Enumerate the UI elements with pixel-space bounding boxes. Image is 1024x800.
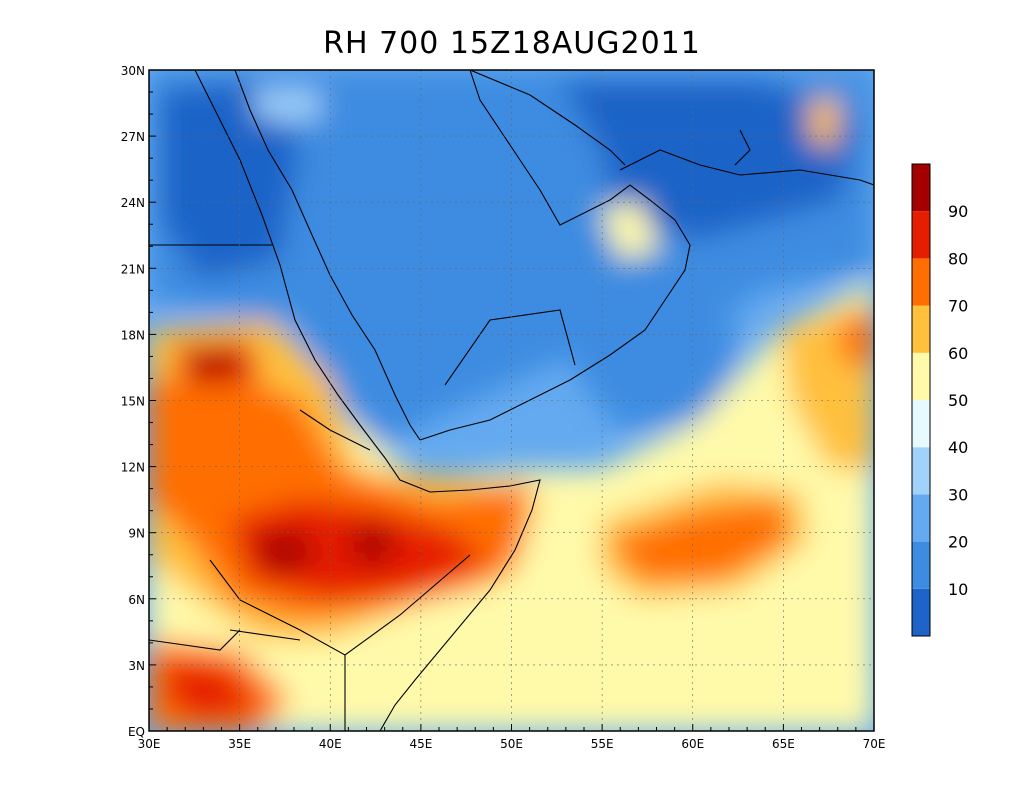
x-tick-label: 60E — [681, 737, 704, 751]
colorbar-segment — [912, 588, 930, 636]
colorbar-label: 80 — [948, 249, 968, 268]
colorbar-segment — [912, 258, 930, 306]
colorbar-label: 40 — [948, 438, 968, 457]
colorbar-segment — [912, 164, 930, 212]
colorbar-label: 50 — [948, 391, 968, 410]
colorbar-label: 20 — [948, 533, 968, 552]
grid-lines — [149, 70, 874, 731]
y-tick-label: 9N — [128, 527, 145, 541]
x-tick-label: 30E — [138, 737, 161, 751]
colorbar-frame — [911, 163, 931, 637]
y-tick-label: 6N — [128, 593, 145, 607]
colorbar-label: 60 — [948, 344, 968, 363]
x-tick-label: 50E — [500, 737, 523, 751]
x-axis: 30E 35E 40E 45E 50E 55E 60E 65E 70E — [138, 724, 886, 751]
y-tick-label: 27N — [121, 130, 145, 144]
plot-title: RH 700 15Z18AUG2011 — [323, 26, 701, 61]
y-tick-label: EQ — [128, 725, 145, 739]
colorbar-segment — [912, 211, 930, 259]
y-axis: EQ 3N 6N 9N 12N 15N 18N 21N 24N 27N 30N — [121, 64, 156, 739]
x-tick-label: 45E — [409, 737, 432, 751]
colorbar-segment — [912, 305, 930, 353]
colorbar-label: 90 — [948, 202, 968, 221]
y-tick-label: 15N — [121, 395, 145, 409]
colorbar-segment — [912, 400, 930, 448]
colorbar: 10 20 30 40 50 60 70 80 90 — [911, 163, 968, 637]
y-tick-label: 18N — [121, 328, 145, 342]
colorbar-segment — [912, 447, 930, 495]
x-tick-label: 55E — [591, 737, 614, 751]
y-tick-label: 24N — [121, 196, 145, 210]
y-tick-label: 3N — [128, 659, 145, 673]
colorbar-label: 10 — [948, 580, 968, 599]
colorbar-segment — [912, 494, 930, 542]
y-tick-label: 21N — [121, 262, 145, 276]
x-tick-label: 70E — [863, 737, 886, 751]
colorbar-segment — [912, 352, 930, 400]
x-tick-label: 35E — [228, 737, 251, 751]
colorbar-label: 30 — [948, 485, 968, 504]
y-tick-label: 12N — [121, 461, 145, 475]
y-tick-label: 30N — [121, 64, 145, 78]
x-tick-label: 40E — [319, 737, 342, 751]
colorbar-segment — [912, 541, 930, 589]
colorbar-label: 70 — [948, 297, 968, 316]
x-tick-label: 65E — [772, 737, 795, 751]
